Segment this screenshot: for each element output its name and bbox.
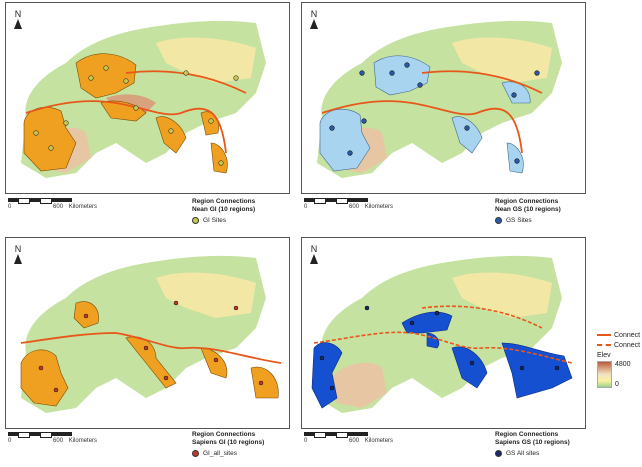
compass-icon: N bbox=[310, 9, 318, 19]
scale-mid: 600 bbox=[53, 204, 64, 210]
map-panel-nean-gi: N bbox=[5, 2, 290, 194]
compass-icon: N bbox=[14, 244, 22, 254]
map-canvas bbox=[20, 255, 282, 413]
scale-zero: 0 bbox=[8, 438, 12, 444]
site-markers bbox=[38, 300, 264, 393]
site-dot-icon bbox=[495, 450, 502, 457]
scale-zero: 0 bbox=[304, 204, 308, 210]
elev-max: 4800 bbox=[615, 361, 631, 368]
regions-overlay bbox=[23, 53, 228, 174]
regions-overlay bbox=[311, 311, 573, 409]
connection-lines bbox=[321, 70, 543, 154]
legend-label: GS Sites bbox=[506, 217, 532, 224]
map-canvas bbox=[317, 20, 562, 179]
connection-lines bbox=[313, 305, 573, 364]
elevation-ramp bbox=[597, 361, 612, 388]
compass-icon: N bbox=[310, 244, 318, 254]
elev-title: Elev bbox=[597, 352, 611, 359]
scale-unit: Kilometers bbox=[364, 204, 394, 210]
map-panel-sapiens-gs: N bbox=[301, 237, 586, 429]
elev-min: 0 bbox=[615, 381, 619, 388]
scale-unit: Kilometers bbox=[68, 204, 98, 210]
legend-sapiens-gs: Region Connections Sapiens GS (10 region… bbox=[495, 431, 570, 457]
map-panel-nean-gs: N bbox=[301, 2, 586, 194]
map-canvas bbox=[21, 20, 266, 179]
site-dot-icon bbox=[192, 217, 199, 224]
scale-mid: 600 bbox=[349, 204, 360, 210]
legend-sapiens-gi: Region Connections Sapiens GI (10 region… bbox=[192, 431, 264, 457]
scale-unit: Kilometers bbox=[68, 438, 98, 444]
scale-zero: 0 bbox=[304, 438, 308, 444]
site-dot-icon bbox=[495, 217, 502, 224]
legend-nean-gs: Region Connections Nean GS (10 regions) … bbox=[495, 198, 561, 224]
scale-bar: 0 600 Kilometers bbox=[304, 198, 393, 210]
legend-title: Region Connections bbox=[192, 431, 256, 438]
connect-solid-label: Connect bbox=[614, 331, 641, 339]
site-markers bbox=[319, 305, 560, 391]
land-mass bbox=[317, 255, 562, 413]
site-markers bbox=[329, 62, 540, 164]
legend-label: GS All sites bbox=[506, 450, 540, 457]
connect-dashed-label: Connect bbox=[614, 341, 641, 349]
legend-subtitle: Sapiens GS (10 regions) bbox=[495, 439, 570, 446]
legend-title: Region Connections bbox=[192, 198, 256, 205]
scale-bar: 0 600 Kilometers bbox=[8, 432, 97, 444]
legend-subtitle: Nean GI (10 regions) bbox=[192, 206, 256, 213]
regions-overlay bbox=[319, 55, 531, 174]
map-canvas bbox=[311, 255, 573, 413]
scale-unit: Kilometers bbox=[364, 438, 394, 444]
connect-solid-icon bbox=[597, 334, 611, 336]
site-dot-icon bbox=[192, 450, 199, 457]
scale-zero: 0 bbox=[8, 204, 12, 210]
map-panel-sapiens-gi: N bbox=[5, 237, 290, 429]
scale-bar: 0 600 Kilometers bbox=[304, 432, 393, 444]
compass-icon: N bbox=[14, 9, 22, 19]
legend-label: GI Sites bbox=[203, 217, 227, 224]
legend-subtitle: Sapiens GI (10 regions) bbox=[192, 439, 265, 446]
land-mass bbox=[21, 255, 266, 413]
legend-title: Region Connections bbox=[495, 431, 559, 438]
site-markers bbox=[33, 65, 239, 166]
map-legend: Connect Connect Elev 4800 0 bbox=[597, 330, 642, 388]
scale-mid: 600 bbox=[53, 438, 64, 444]
connect-dashed-icon bbox=[597, 344, 611, 346]
scale-mid: 600 bbox=[349, 438, 360, 444]
scale-bar: 0 600 Kilometers bbox=[8, 198, 97, 210]
legend-label: GI_all_sites bbox=[203, 450, 237, 457]
legend-subtitle: Nean GS (10 regions) bbox=[495, 206, 561, 213]
legend-title: Region Connections bbox=[495, 198, 559, 205]
connection-lines bbox=[20, 332, 282, 364]
legend-nean-gi: Region Connections Nean GI (10 regions) … bbox=[192, 198, 255, 224]
